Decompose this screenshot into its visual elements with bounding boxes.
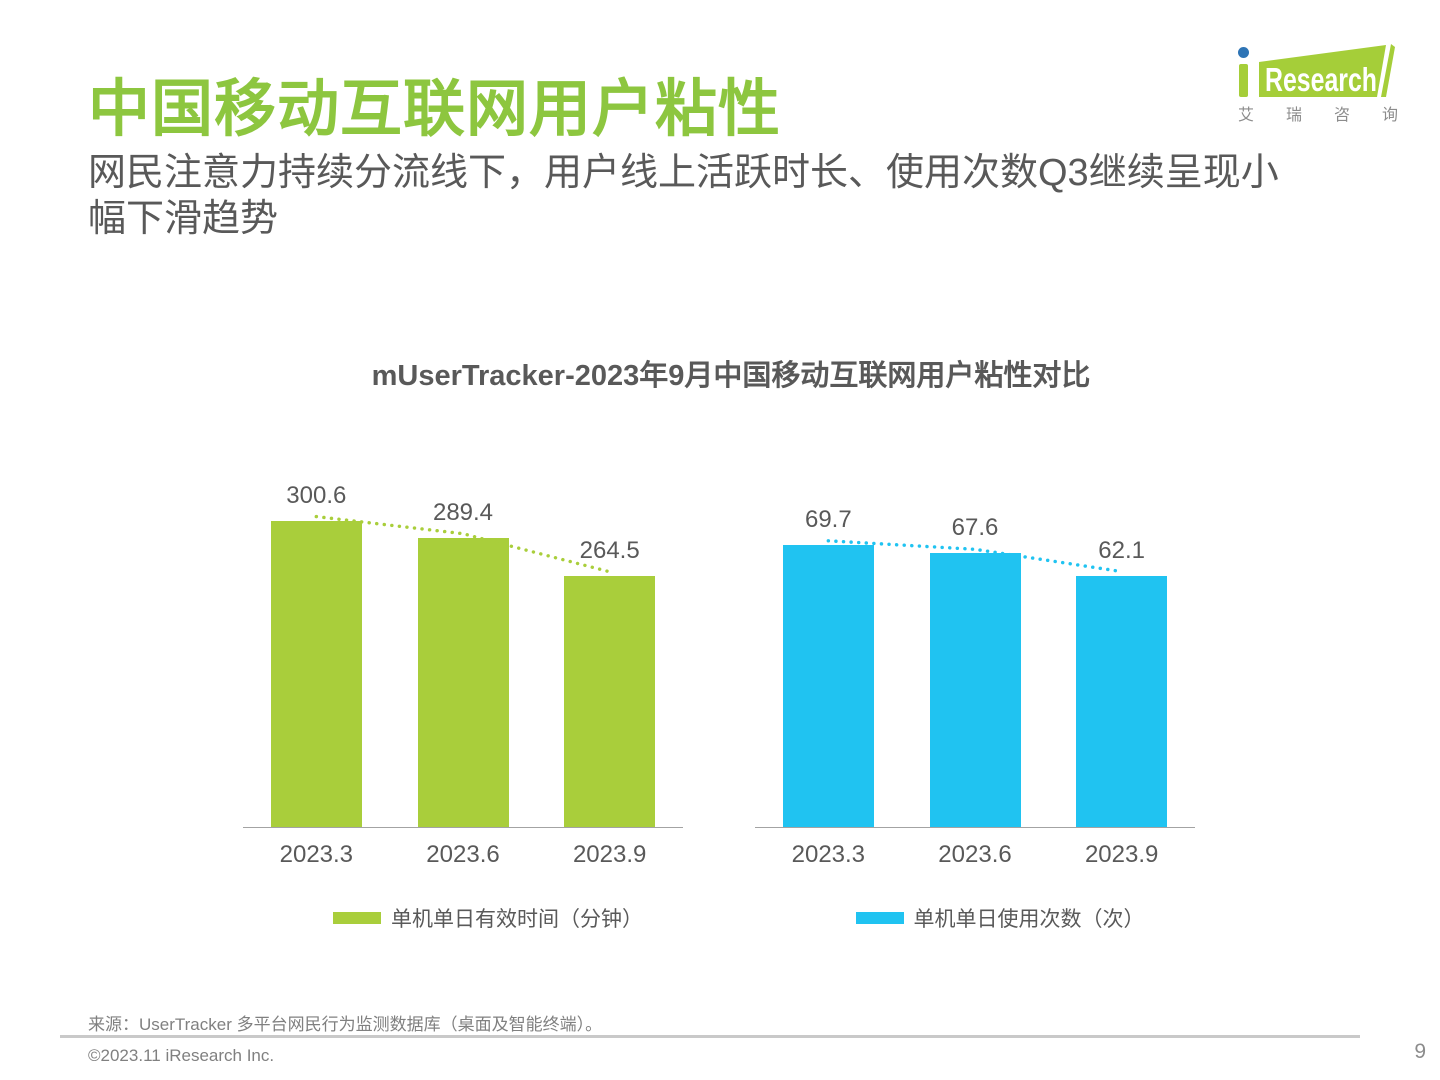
page-number: 9: [1414, 1040, 1426, 1063]
iresearch-logo-icon: Research: [1238, 44, 1395, 98]
logo-letter-i-stem: [1239, 64, 1248, 97]
bar-2023.6: [417, 537, 509, 827]
value-label: 69.7: [804, 505, 852, 533]
legend-swatch-usage-count: [855, 912, 904, 924]
legend-swatch-effective-time: [333, 912, 381, 924]
legend-label-effective-time: 单机单日有效时间（分钟）: [391, 908, 643, 931]
page-subtitle-line1: 网民注意力持续分流线下，用户线上活跃时长、使用次数Q3继续呈现小: [88, 152, 1279, 194]
legend-label-usage-count: 单机单日使用次数（次）: [913, 908, 1145, 931]
value-label: 300.6: [286, 481, 347, 509]
bar-2023.6: [929, 553, 1021, 827]
value-label: 67.6: [951, 514, 999, 542]
bar-2023.9: [564, 575, 656, 827]
bar-2023.9: [1076, 575, 1168, 827]
x-axis-label: 2023.9: [1084, 841, 1159, 868]
x-axis-label: 2023.3: [791, 841, 866, 868]
value-label: 62.1: [1098, 536, 1146, 564]
x-axis-label: 2023.6: [426, 841, 500, 868]
x-axis-label: 2023.3: [279, 841, 354, 868]
page-title: 中国移动互联网用户粘性: [88, 75, 782, 144]
copyright: ©2023.11 iResearch Inc.: [88, 1046, 275, 1065]
page-subtitle: 网民注意力持续分流线下，用户线上活跃时长、使用次数Q3继续呈现小 幅下滑趋势: [88, 150, 1279, 242]
bar-2023.3: [270, 520, 362, 827]
legend-effective-time: 单机单日有效时间（分钟）: [243, 903, 683, 933]
legend-usage-count: 单机单日使用次数（次）: [755, 903, 1195, 933]
logo-letter-i-dot: [1238, 47, 1249, 58]
x-axis-label: 2023.6: [938, 841, 1012, 868]
x-axis-label: 2023.9: [572, 841, 647, 868]
bar-2023.3: [782, 544, 874, 827]
logo-flag-shape: [1259, 45, 1386, 97]
chart-title: mUserTracker-2023年9月中国移动互联网用户粘性对比: [371, 360, 1091, 392]
footer-divider: [60, 1035, 1360, 1038]
bar-chart-effective-time: 300.6 2023.3 289.4 2023.6 264.5 2023.9: [243, 482, 683, 868]
logo-flag-sliver: [1381, 44, 1395, 97]
logo-wordmark: Research: [1265, 61, 1377, 98]
value-label: 289.4: [432, 498, 494, 526]
source-note: 来源：UserTracker 多平台网民行为监测数据库（桌面及智能终端）。: [88, 1015, 603, 1034]
value-label: 264.5: [579, 536, 640, 564]
logo-cn-text: 艾瑞咨询: [1238, 107, 1431, 124]
bar-chart-usage-count: 69.7 2023.3 67.6 2023.6 62.1 2023.9: [755, 492, 1195, 868]
page-subtitle-line2: 幅下滑趋势: [88, 198, 279, 240]
brand-logo: Research 艾瑞咨询: [1228, 40, 1406, 140]
